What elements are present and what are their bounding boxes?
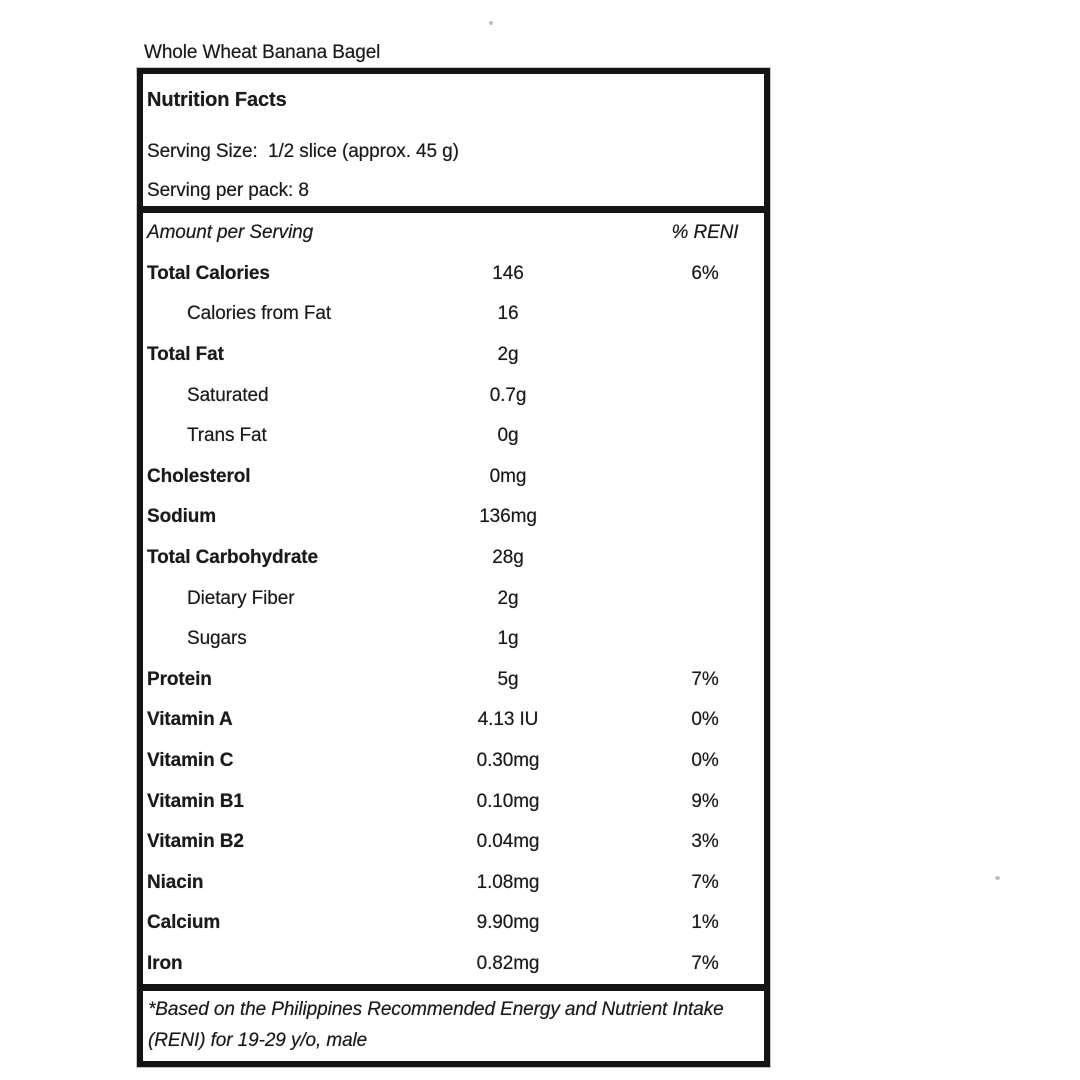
row-dietary-fiber: Dietary Fiber 2g <box>143 578 764 619</box>
nutrient-reni: 3% <box>691 831 719 853</box>
servings-per-pack-text: Serving per pack: 8 <box>147 180 309 201</box>
nutrient-amount: 146 <box>492 262 524 284</box>
row-sugars: Sugars 1g <box>143 619 764 660</box>
nutrient-label: Iron <box>147 952 183 974</box>
reni-percent-header: % RENI <box>671 222 739 244</box>
footnote-section: *Based on the Philippines Recommended En… <box>143 991 764 1061</box>
nutrient-amount: 0.10mg <box>476 790 540 812</box>
section-divider-bottom <box>143 984 764 992</box>
label-header-section: Nutrition Facts Serving Size: 1/2 slice … <box>143 74 764 206</box>
footnote-line-2: (RENI) for 19-29 y/o, male <box>148 1030 368 1052</box>
nutrient-amount: 0mg <box>489 465 527 487</box>
nutrient-reni: 1% <box>691 912 719 934</box>
nutrient-amount: 0.7g <box>489 384 527 406</box>
nutrient-reni: 0% <box>691 709 719 731</box>
nutrition-facts-heading: Nutrition Facts <box>147 89 287 111</box>
nutrient-label: Calcium <box>147 912 221 934</box>
nutrient-table: Amount per Serving % RENI Total Calories… <box>143 213 764 984</box>
nutrient-amount: 16 <box>497 303 519 325</box>
nutrient-label: Sugars <box>187 628 247 650</box>
product-title: Whole Wheat Banana Bagel <box>144 42 381 63</box>
nutrient-label: Vitamin C <box>147 750 234 772</box>
nutrient-label: Total Calories <box>147 262 270 284</box>
footnote-line-1: *Based on the Philippines Recommended En… <box>148 999 724 1021</box>
nutrient-reni: 0% <box>691 750 719 772</box>
row-vitamin-a: Vitamin A 4.13 IU 0% <box>143 700 764 741</box>
row-saturated-fat: Saturated 0.7g <box>143 375 764 416</box>
row-sodium: Sodium 136mg <box>143 497 764 538</box>
nutrient-label: Dietary Fiber <box>187 587 295 609</box>
nutrient-label: Total Fat <box>147 344 224 366</box>
nutrient-amount: 0.82mg <box>476 952 540 974</box>
section-divider-top <box>143 206 764 213</box>
nutrient-amount: 0g <box>497 425 519 447</box>
nutrient-label: Calories from Fat <box>187 303 332 325</box>
row-cholesterol: Cholesterol 0mg <box>143 457 764 498</box>
nutrient-label: Vitamin B1 <box>147 790 244 812</box>
nutrient-amount: 1g <box>497 628 519 650</box>
nutrient-reni: 9% <box>691 790 719 812</box>
nutrient-reni: 6% <box>691 262 719 284</box>
nutrient-amount: 1.08mg <box>476 871 540 893</box>
row-total-calories: Total Calories 146 6% <box>143 254 764 295</box>
nutrient-amount: 2g <box>497 344 519 366</box>
amount-per-serving-header: Amount per Serving <box>147 222 314 244</box>
row-vitamin-c: Vitamin C 0.30mg 0% <box>143 741 764 782</box>
row-trans-fat: Trans Fat 0g <box>143 416 764 457</box>
nutrition-facts-label: Nutrition Facts Serving Size: 1/2 slice … <box>137 68 770 1067</box>
nutrient-label: Trans Fat <box>187 425 267 447</box>
scan-speck <box>995 876 1000 880</box>
nutrient-label: Protein <box>147 668 212 690</box>
nutrient-label: Total Carbohydrate <box>147 547 318 569</box>
row-calories-from-fat: Calories from Fat 16 <box>143 294 764 335</box>
row-protein: Protein 5g 7% <box>143 660 764 701</box>
row-vitamin-b1: Vitamin B1 0.10mg 9% <box>143 781 764 822</box>
nutrient-reni: 7% <box>691 952 719 974</box>
nutrient-label: Vitamin B2 <box>147 831 244 853</box>
nutrient-amount: 2g <box>497 587 519 609</box>
serving-size-text: Serving Size: 1/2 slice (approx. 45 g) <box>147 141 459 162</box>
scan-speck <box>489 21 493 25</box>
nutrient-reni: 7% <box>691 871 719 893</box>
row-calcium: Calcium 9.90mg 1% <box>143 903 764 944</box>
row-total-fat: Total Fat 2g <box>143 335 764 376</box>
row-vitamin-b2: Vitamin B2 0.04mg 3% <box>143 822 764 863</box>
nutrient-amount: 0.04mg <box>476 831 540 853</box>
nutrient-amount: 4.13 IU <box>477 709 539 731</box>
row-iron: Iron 0.82mg 7% <box>143 944 764 985</box>
nutrient-amount: 5g <box>497 668 519 690</box>
nutrient-label: Niacin <box>147 871 204 893</box>
nutrient-reni: 7% <box>691 668 719 690</box>
nutrient-amount: 9.90mg <box>476 912 540 934</box>
nutrient-amount: 136mg <box>479 506 537 528</box>
nutrient-amount: 0.30mg <box>476 750 540 772</box>
nutrient-amount: 28g <box>492 547 524 569</box>
nutrient-label: Vitamin A <box>147 709 233 731</box>
nutrient-label: Sodium <box>147 506 217 528</box>
nutrient-label: Saturated <box>187 384 269 406</box>
row-total-carbohydrate: Total Carbohydrate 28g <box>143 538 764 579</box>
nutrient-label: Cholesterol <box>147 465 251 487</box>
table-column-headers: Amount per Serving % RENI <box>143 213 764 254</box>
row-niacin: Niacin 1.08mg 7% <box>143 863 764 904</box>
